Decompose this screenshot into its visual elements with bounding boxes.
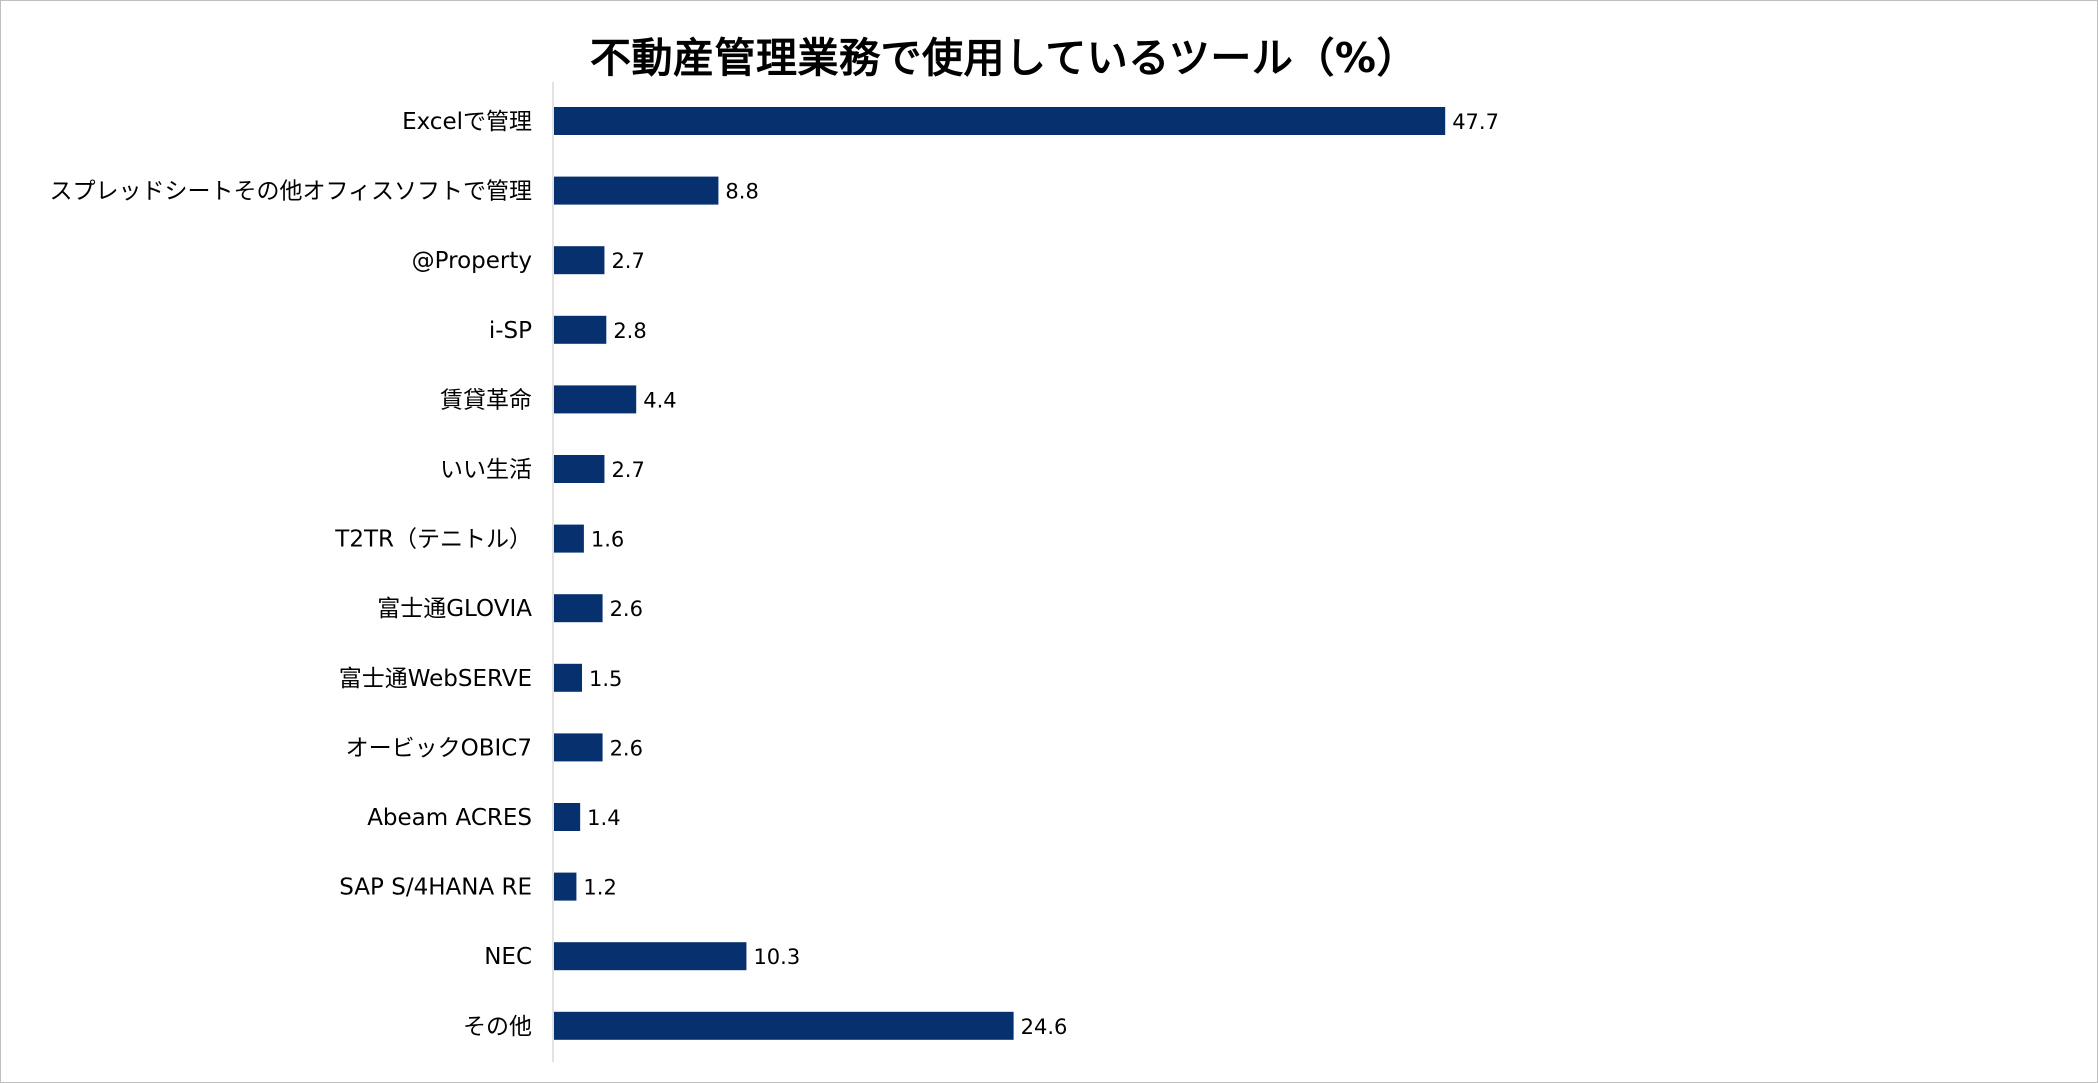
data-label: 2.7: [611, 458, 644, 482]
data-label: 10.3: [753, 945, 800, 969]
data-label: 1.4: [587, 806, 620, 830]
bar: [554, 176, 719, 205]
category-label: Abeam ACRES: [367, 805, 532, 831]
bar: [554, 246, 605, 275]
category-label: Excelで管理: [402, 109, 532, 135]
category-label: T2TR（テニトル）: [334, 527, 532, 553]
bar: [554, 733, 603, 762]
data-label: 1.5: [589, 667, 622, 691]
bar: [554, 1011, 1014, 1040]
bar: [554, 942, 747, 971]
bar: [554, 455, 605, 483]
bar: [554, 663, 583, 692]
data-label: 2.6: [610, 736, 643, 760]
data-label: 1.2: [583, 876, 616, 900]
data-label: 2.8: [613, 319, 646, 343]
category-label: いい生活: [440, 457, 532, 483]
category-label: i-SP: [489, 318, 532, 344]
data-label: 8.8: [725, 180, 758, 204]
bar: [554, 107, 1446, 135]
category-label: SAP S/4HANA RE: [339, 875, 532, 901]
bar: [554, 385, 637, 414]
data-label: 1.6: [591, 528, 624, 552]
data-label: 47.7: [1452, 110, 1499, 134]
category-label: その他: [463, 1014, 532, 1040]
data-label: 24.6: [1021, 1015, 1068, 1039]
bar: [554, 524, 584, 553]
bar: [554, 315, 607, 344]
data-label: 2.7: [611, 249, 644, 273]
bar: [554, 803, 581, 831]
category-label: @Property: [412, 248, 532, 274]
category-label: 富士通GLOVIA: [377, 596, 532, 622]
data-label: 2.6: [610, 597, 643, 621]
category-label: オービックOBIC7: [346, 735, 532, 761]
bar: [554, 594, 603, 623]
category-label: スプレッドシートその他オフィスソフトで管理: [49, 179, 532, 205]
data-label: 4.4: [643, 388, 676, 412]
chart-title: 不動産管理業務で使用しているツール（%）: [589, 34, 1419, 82]
bar: [554, 872, 577, 901]
category-label: NEC: [484, 944, 532, 970]
category-label: 富士通WebSERVE: [339, 666, 532, 692]
category-label: 賃貸革命: [440, 387, 532, 413]
